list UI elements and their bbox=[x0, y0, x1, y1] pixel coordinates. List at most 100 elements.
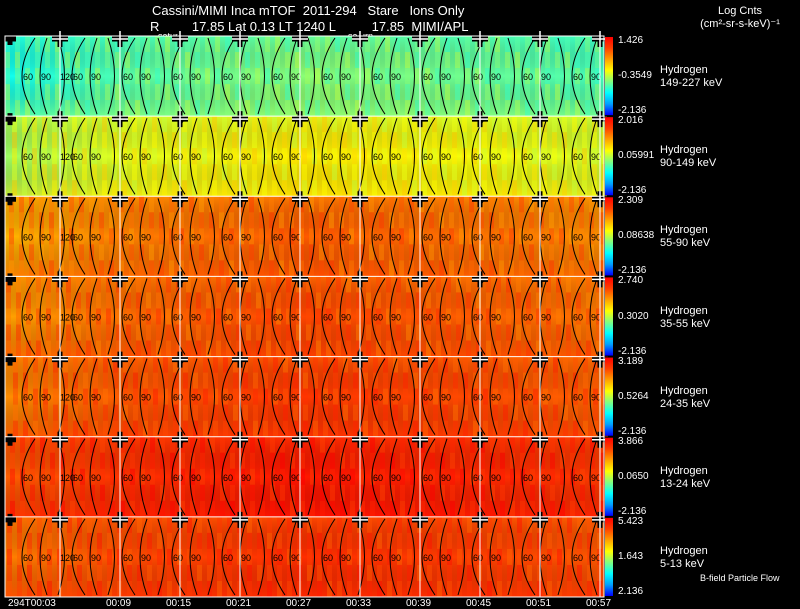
heatmap-cell bbox=[497, 532, 502, 549]
heatmap-cell bbox=[436, 276, 441, 293]
heatmap-cell bbox=[403, 372, 408, 389]
heatmap-cell bbox=[183, 356, 188, 373]
heatmap-cell bbox=[132, 116, 137, 133]
heatmap-cell bbox=[315, 36, 320, 53]
contour-line bbox=[71, 358, 86, 435]
heatmap-cell bbox=[422, 116, 427, 133]
cross-marker bbox=[4, 273, 16, 286]
contour-label: 60 bbox=[323, 473, 333, 483]
heatmap-cell bbox=[9, 212, 14, 229]
heatmap-cell bbox=[206, 340, 211, 357]
heatmap-cell bbox=[173, 404, 178, 421]
heatmap-cell bbox=[49, 228, 54, 245]
contour-line bbox=[157, 37, 165, 115]
heatmap-cell bbox=[527, 548, 532, 565]
heatmap-cell bbox=[203, 404, 208, 421]
heatmap-cell bbox=[517, 548, 522, 565]
heatmap-cell bbox=[136, 292, 141, 309]
heatmap-cell bbox=[289, 196, 294, 213]
heatmap-cell bbox=[52, 180, 57, 197]
heatmap-cell bbox=[462, 132, 467, 149]
contour-line bbox=[439, 278, 448, 355]
heatmap-cell bbox=[66, 340, 71, 357]
heatmap-cell bbox=[583, 404, 588, 421]
heatmap-cell bbox=[182, 132, 187, 149]
contour-line bbox=[89, 358, 98, 435]
heatmap-cell bbox=[115, 52, 120, 69]
heatmap-cell bbox=[399, 244, 404, 261]
heatmap-cell bbox=[13, 356, 18, 373]
contour-line bbox=[289, 198, 298, 275]
heatmap-cell bbox=[100, 468, 105, 485]
heatmap-cell bbox=[410, 436, 415, 453]
heatmap-cell bbox=[362, 180, 367, 197]
heatmap-cell bbox=[36, 292, 41, 309]
heatmap-cell bbox=[436, 324, 441, 341]
heatmap-cell bbox=[320, 436, 325, 453]
heatmap-cell bbox=[516, 276, 521, 293]
heatmap-cell bbox=[220, 500, 225, 517]
contour-label: 90 bbox=[191, 152, 201, 162]
heatmap-cell bbox=[552, 164, 557, 181]
heatmap-cell bbox=[383, 356, 388, 373]
heatmap-cell bbox=[127, 564, 132, 581]
heatmap-cell bbox=[326, 276, 331, 293]
heatmap-cell bbox=[487, 580, 492, 597]
heatmap-cell bbox=[513, 372, 518, 389]
heatmap-cell bbox=[279, 244, 284, 261]
x-tick-label: 00:39 bbox=[406, 598, 432, 609]
heatmap-cell bbox=[86, 292, 91, 309]
heatmap-cell bbox=[189, 228, 194, 245]
contour-line bbox=[257, 278, 265, 355]
heatmap-cell bbox=[206, 292, 211, 309]
contour-label: 120 bbox=[60, 232, 75, 242]
heatmap-cell bbox=[43, 372, 48, 389]
heatmap-cell bbox=[582, 164, 587, 181]
heatmap-cell bbox=[246, 308, 251, 325]
heatmap-cell bbox=[243, 356, 248, 373]
heatmap-cell bbox=[586, 324, 591, 341]
heatmap-cell bbox=[493, 388, 498, 405]
heatmap-cell bbox=[553, 372, 558, 389]
heatmap-cell bbox=[243, 372, 248, 389]
heatmap-cell bbox=[67, 580, 72, 597]
heatmap-cell bbox=[260, 436, 265, 453]
contour-line bbox=[571, 358, 586, 435]
heatmap-cell bbox=[173, 420, 178, 437]
contour-line bbox=[107, 198, 115, 275]
heatmap-cell bbox=[137, 532, 142, 549]
heatmap-cell bbox=[246, 324, 251, 341]
heatmap-cell bbox=[266, 340, 271, 357]
heatmap-cell bbox=[165, 84, 170, 101]
heatmap-cell bbox=[153, 356, 158, 373]
heatmap-cell bbox=[300, 500, 305, 517]
heatmap-cell bbox=[466, 340, 471, 357]
heatmap-cell bbox=[159, 228, 164, 245]
heatmap-cell bbox=[459, 212, 464, 229]
heatmap-cell bbox=[385, 52, 390, 69]
heatmap-cell bbox=[413, 356, 418, 373]
contour-label: 90 bbox=[141, 473, 151, 483]
heatmap-cell bbox=[499, 228, 504, 245]
heatmap-cell bbox=[140, 500, 145, 517]
heatmap-cell bbox=[143, 420, 148, 437]
heatmap-cell bbox=[482, 180, 487, 197]
heatmap-cell bbox=[66, 308, 71, 325]
contour-label: 90 bbox=[591, 553, 601, 563]
heatmap-cell bbox=[85, 68, 90, 85]
heatmap-cell bbox=[563, 404, 568, 421]
contour-line bbox=[121, 198, 136, 275]
heatmap-cell bbox=[540, 468, 545, 485]
heatmap-cell bbox=[95, 84, 100, 101]
heatmap-panel-shade bbox=[5, 196, 604, 277]
heatmap-cell bbox=[52, 116, 57, 133]
heatmap-cell bbox=[23, 372, 28, 389]
heatmap-cell bbox=[267, 532, 272, 549]
heatmap-cell bbox=[500, 468, 505, 485]
heatmap-cell bbox=[385, 36, 390, 53]
heatmap-cell bbox=[166, 276, 171, 293]
x-tick-label: 00:57 bbox=[586, 598, 612, 609]
heatmap-cell bbox=[565, 52, 570, 69]
heatmap-cell bbox=[189, 260, 194, 277]
heatmap-cell bbox=[496, 276, 501, 293]
